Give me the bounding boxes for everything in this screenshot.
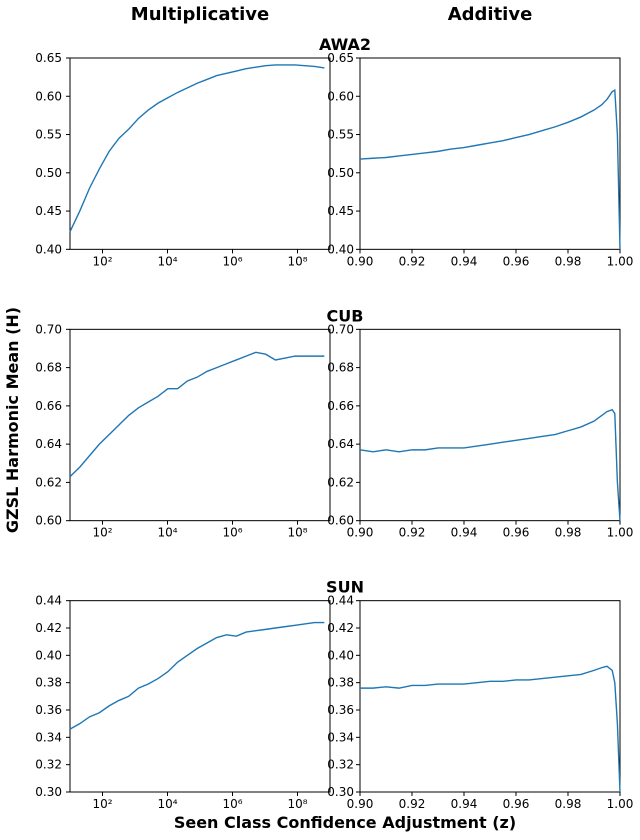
- svg-text:0.38: 0.38: [35, 676, 62, 690]
- svg-text:0.40: 0.40: [35, 242, 62, 256]
- svg-text:0.62: 0.62: [35, 475, 62, 489]
- line-sun-add: [360, 666, 620, 792]
- svg-text:0.68: 0.68: [35, 361, 62, 375]
- svg-text:0.98: 0.98: [555, 797, 582, 811]
- svg-text:0.45: 0.45: [327, 204, 354, 218]
- svg-text:0.94: 0.94: [451, 526, 478, 540]
- svg-text:0.64: 0.64: [327, 437, 354, 451]
- svg-text:0.40: 0.40: [35, 648, 62, 662]
- panel-2-0: [70, 601, 330, 792]
- svg-text:0.90: 0.90: [347, 526, 374, 540]
- svg-text:0.96: 0.96: [503, 526, 530, 540]
- svg-text:0.38: 0.38: [327, 676, 354, 690]
- svg-text:0.92: 0.92: [399, 254, 426, 268]
- svg-text:0.66: 0.66: [327, 399, 354, 413]
- svg-text:0.96: 0.96: [503, 797, 530, 811]
- svg-text:0.44: 0.44: [35, 594, 62, 608]
- svg-text:0.98: 0.98: [555, 526, 582, 540]
- svg-text:0.65: 0.65: [327, 51, 354, 65]
- svg-text:0.32: 0.32: [35, 758, 62, 772]
- svg-text:1.00: 1.00: [607, 797, 634, 811]
- svg-text:0.50: 0.50: [35, 166, 62, 180]
- svg-text:0.70: 0.70: [327, 322, 354, 336]
- svg-text:10⁶: 10⁶: [222, 797, 242, 811]
- svg-text:10⁸: 10⁸: [287, 526, 307, 540]
- panel-2-1: [360, 601, 620, 792]
- gzsl-chart: Multiplicative Additive GZSL Harmonic Mean…: [0, 0, 640, 840]
- svg-text:0.34: 0.34: [327, 730, 354, 744]
- svg-text:0.36: 0.36: [327, 703, 354, 717]
- svg-text:0.60: 0.60: [327, 89, 354, 103]
- svg-text:10⁸: 10⁸: [287, 254, 307, 268]
- svg-text:10⁴: 10⁴: [157, 526, 177, 540]
- panel-1-0: [70, 329, 330, 520]
- svg-text:0.65: 0.65: [35, 51, 62, 65]
- col-header-0: Multiplicative: [131, 4, 269, 25]
- line-awa2-add: [360, 90, 620, 249]
- xlabel: Seen Class Confidence Adjustment (z): [174, 813, 516, 832]
- svg-text:0.42: 0.42: [327, 621, 354, 635]
- svg-text:0.92: 0.92: [399, 526, 426, 540]
- svg-text:0.36: 0.36: [35, 703, 62, 717]
- svg-text:10⁴: 10⁴: [157, 254, 177, 268]
- svg-text:0.94: 0.94: [451, 254, 478, 268]
- svg-text:10²: 10²: [92, 797, 112, 811]
- svg-text:0.62: 0.62: [327, 475, 354, 489]
- svg-text:0.32: 0.32: [327, 758, 354, 772]
- panel-0-1: [360, 58, 620, 249]
- panel-0-0: [70, 58, 330, 249]
- svg-text:0.45: 0.45: [35, 204, 62, 218]
- svg-text:0.34: 0.34: [35, 730, 62, 744]
- svg-text:10²: 10²: [92, 254, 112, 268]
- svg-text:0.90: 0.90: [347, 254, 374, 268]
- svg-text:0.50: 0.50: [327, 166, 354, 180]
- svg-text:0.30: 0.30: [35, 785, 62, 799]
- svg-text:10⁴: 10⁴: [157, 797, 177, 811]
- svg-text:10²: 10²: [92, 526, 112, 540]
- svg-text:0.60: 0.60: [35, 514, 62, 528]
- svg-text:0.70: 0.70: [35, 322, 62, 336]
- line-cub-mult: [70, 352, 324, 476]
- svg-text:10⁶: 10⁶: [222, 526, 242, 540]
- ylabel: GZSL Harmonic Mean (H): [3, 307, 22, 533]
- line-awa2-mult: [70, 65, 324, 232]
- svg-text:0.94: 0.94: [451, 797, 478, 811]
- line-sun-mult: [70, 623, 324, 730]
- svg-text:0.90: 0.90: [347, 797, 374, 811]
- svg-text:0.64: 0.64: [35, 437, 62, 451]
- panel-1-1: [360, 329, 620, 520]
- svg-text:0.42: 0.42: [35, 621, 62, 635]
- svg-text:0.66: 0.66: [35, 399, 62, 413]
- line-cub-add: [360, 410, 620, 521]
- svg-text:10⁸: 10⁸: [287, 797, 307, 811]
- svg-text:0.40: 0.40: [327, 648, 354, 662]
- svg-text:10⁶: 10⁶: [222, 254, 242, 268]
- svg-text:0.60: 0.60: [35, 89, 62, 103]
- svg-text:0.92: 0.92: [399, 797, 426, 811]
- svg-text:0.68: 0.68: [327, 361, 354, 375]
- col-header-1: Additive: [448, 4, 533, 25]
- svg-text:0.44: 0.44: [327, 594, 354, 608]
- svg-text:1.00: 1.00: [607, 254, 634, 268]
- svg-text:0.96: 0.96: [503, 254, 530, 268]
- svg-text:0.55: 0.55: [35, 128, 62, 142]
- svg-text:0.98: 0.98: [555, 254, 582, 268]
- svg-text:0.55: 0.55: [327, 128, 354, 142]
- svg-text:1.00: 1.00: [607, 526, 634, 540]
